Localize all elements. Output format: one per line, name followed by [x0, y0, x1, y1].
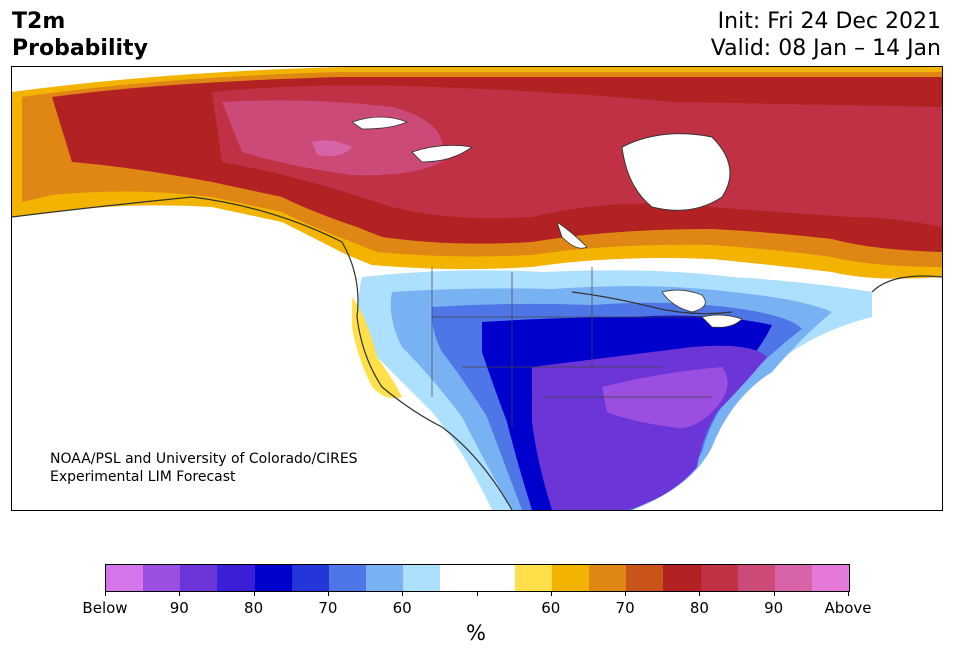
colorbar-segment: [291, 565, 329, 591]
colorbar-segment: [774, 565, 812, 591]
colorbar-tick: [253, 591, 255, 596]
title-right: Init: Fri 24 Dec 2021 Valid: 08 Jan – 14…: [711, 8, 941, 62]
colorbar-segment: [143, 565, 181, 591]
great-lakes: [661, 289, 743, 328]
hudson-bay: [621, 133, 731, 211]
colorbar-segment: [626, 565, 664, 591]
state-borders: [431, 267, 712, 427]
init-date: Init: Fri 24 Dec 2021: [717, 9, 941, 34]
colorbar-tick-label: 80: [689, 599, 709, 617]
colorbar-tick-label: 60: [392, 599, 412, 617]
colorbar-tick-label: 70: [318, 599, 338, 617]
variable-subtitle: Probability: [12, 36, 148, 61]
colorbar-tick: [402, 591, 404, 596]
colorbar-segment: [589, 565, 627, 591]
probability-map: NOAA/PSL and University of Colorado/CIRE…: [11, 66, 943, 511]
colorbar-tick: [773, 591, 775, 596]
colorbar-tick-label: 70: [615, 599, 635, 617]
colorbar-segment: [551, 565, 590, 591]
colorbar-segment: [811, 565, 850, 591]
colorbar-tick: [550, 591, 552, 596]
map-credit: NOAA/PSL and University of Colorado/CIRE…: [50, 450, 358, 486]
map-graphic: [12, 67, 942, 510]
colorbar-segment: [328, 565, 367, 591]
colorbar-tick-label: 90: [169, 599, 189, 617]
colorbar-tick: [327, 591, 329, 596]
colorbar-tick: [848, 591, 849, 596]
colorbar-unit: %: [466, 621, 486, 645]
colorbar-segment: [737, 565, 775, 591]
colorbar-segment: [106, 565, 144, 591]
colorbar-segment: [477, 565, 515, 591]
colorbar-segment: [180, 565, 218, 591]
colorbar-segment: [217, 565, 255, 591]
colorbar-segment: [403, 565, 441, 591]
colorbar-segment: [440, 565, 478, 591]
warm-region-hotspot: [312, 140, 352, 156]
colorbar-tick-label: Below: [82, 599, 128, 617]
colorbar-segment: [700, 565, 738, 591]
colorbar-tick-label: Above: [824, 599, 872, 617]
colorbar-tick: [699, 591, 701, 596]
credit-line-1: NOAA/PSL and University of Colorado/CIRE…: [50, 451, 358, 467]
colorbar-tick: [179, 591, 181, 596]
colorbar-segment: [663, 565, 701, 591]
northern-lakes: [351, 116, 588, 249]
colorbar-tick: [476, 591, 478, 596]
coastline: [12, 196, 942, 510]
colorbar-tick: [105, 591, 106, 596]
colorbar-tick-label: 60: [541, 599, 561, 617]
colorbar-tick: [625, 591, 627, 596]
colorbar: [105, 564, 850, 592]
cold-region-violet: [602, 367, 728, 428]
colorbar-segment: [514, 565, 552, 591]
colorbar-tick-label: 80: [244, 599, 264, 617]
colorbar-segment: [366, 565, 404, 591]
colorbar-tick-label: 90: [764, 599, 784, 617]
title-left: T2m Probability: [12, 8, 148, 62]
colorbar-segment: [254, 565, 292, 591]
variable-title: T2m: [12, 9, 66, 34]
cold-region-purple: [532, 345, 767, 510]
valid-range: Valid: 08 Jan – 14 Jan: [710, 36, 941, 61]
credit-line-2: Experimental LIM Forecast: [50, 469, 236, 485]
west-coast-warm: [352, 297, 402, 399]
